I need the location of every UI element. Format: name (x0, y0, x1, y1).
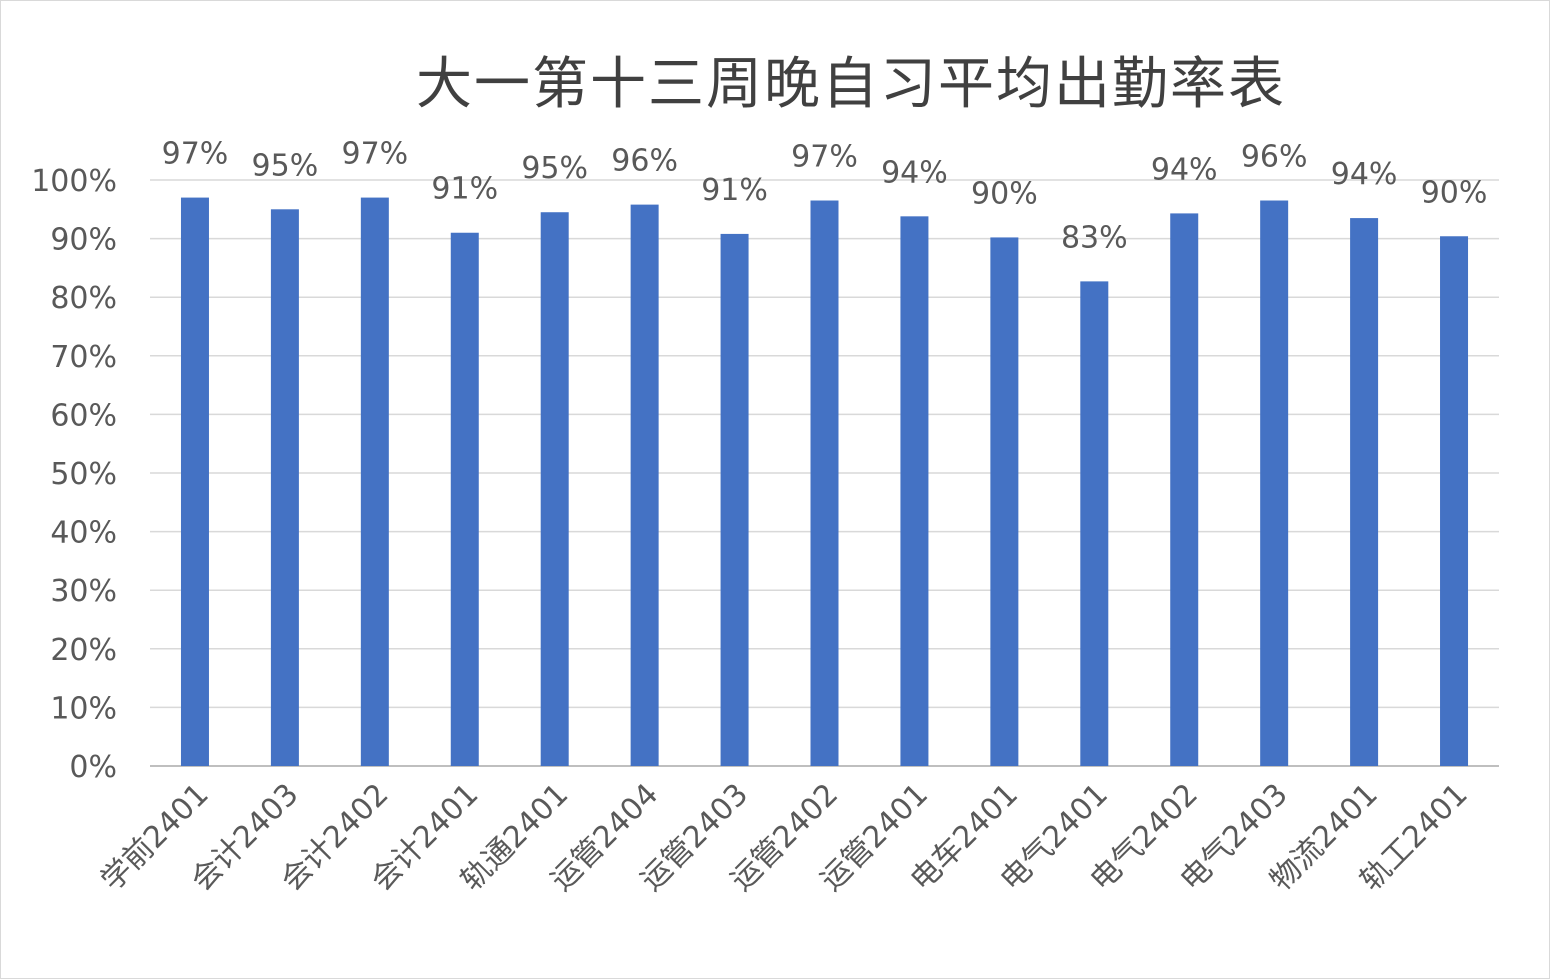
y-tick-label: 20% (50, 633, 117, 668)
data-label: 91% (701, 173, 768, 208)
bar (720, 233, 749, 767)
data-label: 94% (1151, 152, 1218, 187)
bar (1170, 213, 1199, 767)
y-tick-label: 10% (50, 691, 117, 726)
bar (270, 209, 299, 767)
bar (1080, 281, 1109, 766)
data-label: 97% (341, 137, 408, 172)
data-label: 95% (521, 151, 588, 186)
bar (360, 197, 389, 766)
y-tick-label: 60% (50, 398, 117, 433)
data-label: 95% (252, 148, 319, 183)
data-label: 96% (1241, 140, 1308, 175)
bar (1350, 218, 1379, 767)
bar (540, 212, 569, 767)
bar (990, 237, 1019, 767)
bar (180, 197, 209, 766)
y-tick-label: 40% (50, 516, 117, 551)
bar (1260, 200, 1289, 766)
data-label: 83% (1061, 220, 1128, 255)
bar (810, 200, 839, 766)
bar (1440, 236, 1469, 767)
bar (450, 232, 479, 767)
y-tick-label: 30% (50, 574, 117, 609)
data-label: 94% (881, 155, 948, 190)
bar (630, 204, 659, 766)
y-tick-label: 0% (69, 750, 117, 785)
data-label: 90% (1421, 175, 1488, 210)
y-tick-label: 100% (31, 164, 117, 199)
data-label: 97% (791, 140, 858, 175)
y-tick-label: 70% (50, 340, 117, 375)
data-label: 90% (971, 176, 1038, 211)
bar (900, 216, 929, 766)
data-label: 94% (1331, 157, 1398, 192)
y-tick-label: 50% (50, 457, 117, 492)
data-label: 96% (611, 144, 678, 179)
data-label: 91% (431, 172, 498, 207)
y-tick-label: 90% (50, 223, 117, 258)
y-tick-label: 80% (50, 281, 117, 316)
chart-title: 大一第十三周晚自习平均出勤率表 (416, 52, 1286, 117)
data-label: 97% (162, 137, 229, 172)
